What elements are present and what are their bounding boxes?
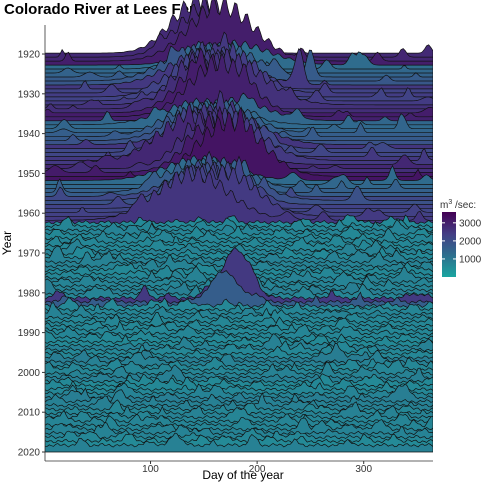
- y-tick-label-2010: 2010: [18, 408, 41, 419]
- ridge-2006: [45, 380, 433, 397]
- y-tick-label-2000: 2000: [18, 368, 41, 379]
- y-tick-label-1920: 1920: [18, 50, 41, 61]
- ridgeline-series: [45, 0, 433, 453]
- y-axis-title: Year: [0, 231, 14, 255]
- legend-break-1000: 1000: [459, 254, 482, 265]
- ridge-1987: [45, 302, 433, 322]
- x-axis-ticks: 100 200 300: [142, 461, 372, 475]
- y-axis-ticks: 1920 1930 1940 1950 1960 1970 1980 1990 2000 2010…: [18, 50, 45, 459]
- ridge-2001: [45, 359, 433, 377]
- x-axis-title: Day of the year: [202, 468, 283, 482]
- legend-breaks: 3000 2000 1000: [442, 218, 482, 265]
- x-tick-label-300: 300: [355, 464, 372, 475]
- ridge-1983: [45, 247, 433, 306]
- x-tick-label-100: 100: [142, 464, 159, 475]
- ridge-2018: [45, 427, 433, 445]
- y-tick-label-1970: 1970: [18, 249, 41, 260]
- ridge-2015: [45, 415, 433, 433]
- legend-title: m3 /sec:: [440, 199, 476, 211]
- ridge-1952: [45, 106, 433, 182]
- legend-title-sup: 3: [448, 199, 452, 206]
- x-tick-label-200: 200: [249, 464, 266, 475]
- legend-colorbar: [442, 212, 456, 277]
- ridge-2008: [45, 383, 433, 405]
- ridge-1962: [45, 163, 433, 222]
- color-legend: m3 /sec: 3000 2000 1000: [440, 199, 482, 277]
- y-tick-label-1950: 1950: [18, 169, 41, 180]
- ridge-1984: [45, 270, 433, 310]
- legend-title-suffix: /sec:: [452, 200, 476, 211]
- ridge-2020: [45, 432, 433, 453]
- ridge-1985: [45, 297, 433, 314]
- y-tick-label-1940: 1940: [18, 129, 41, 140]
- ridge-1969: [45, 233, 433, 250]
- y-tick-label-1960: 1960: [18, 209, 41, 220]
- y-tick-label-1990: 1990: [18, 328, 41, 339]
- legend-title-unit: m: [440, 200, 448, 211]
- y-tick-label-2020: 2020: [18, 448, 41, 459]
- y-tick-label-1930: 1930: [18, 89, 41, 100]
- y-tick-label-1980: 1980: [18, 288, 41, 299]
- legend-break-2000: 2000: [459, 236, 482, 247]
- ridge-1963: [45, 165, 433, 226]
- legend-break-3000: 3000: [459, 218, 482, 229]
- chart-title: Colorado River at Lees Ferry: [4, 1, 210, 18]
- ridge-1999: [45, 349, 433, 369]
- ridge-1923: [45, 0, 433, 67]
- ridge-2017: [45, 422, 433, 441]
